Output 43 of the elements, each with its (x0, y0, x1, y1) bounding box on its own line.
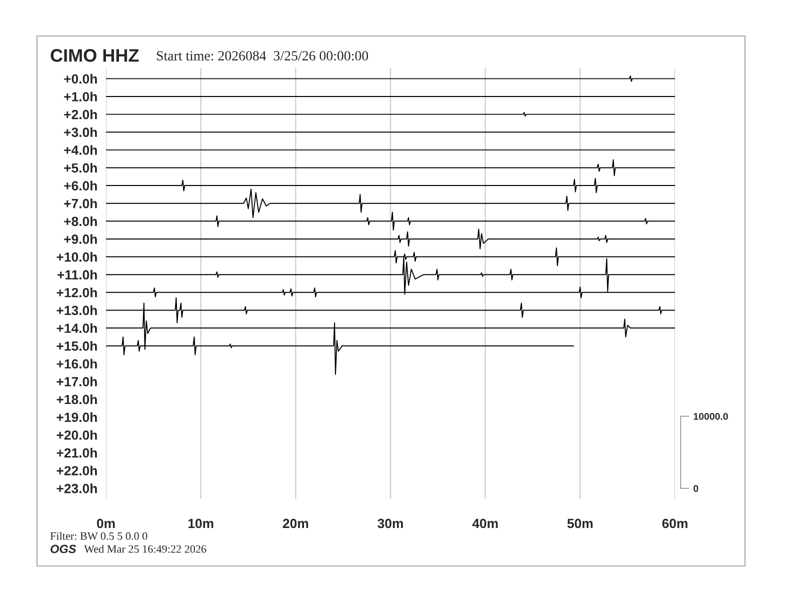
y-tick-label: +13.0h (56, 305, 97, 316)
line-series (106, 188, 675, 218)
text: Wed Mar 25 16:49:22 2026 (84, 544, 206, 553)
x-tick-label: 40m (472, 518, 498, 528)
y-tick-label: +17.0h (56, 376, 97, 386)
text: OGS (50, 544, 76, 554)
x-tick-label: 0m (96, 518, 115, 528)
text: Filter: BW 0.5 5 0.0 0 (50, 532, 148, 540)
y-tick-label: +7.0h (64, 198, 97, 208)
y-tick-label: +3.0h (64, 127, 97, 138)
y2-tick-label: 0 (694, 485, 698, 492)
y-tick-label: +11.0h (58, 270, 97, 280)
x-tick-label: 60m (662, 518, 688, 528)
y-tick-label: +6.0h (64, 180, 97, 190)
x-tick-label: 20m (282, 518, 308, 528)
y-tick-label: +5.0h (64, 162, 97, 173)
x-tick-label: 10m (188, 518, 214, 528)
y-tick-label: +4.0h (64, 145, 97, 155)
y-tick-label: +23.0h (56, 484, 97, 494)
line-series (106, 228, 675, 250)
y-tick-label: +19.0h (56, 412, 97, 422)
line-series (106, 159, 675, 176)
y-tick-label: +21.0h (56, 448, 97, 458)
y2-tick-label: 10000.0 (694, 412, 728, 420)
line-series (106, 178, 675, 194)
line-series (106, 212, 675, 231)
y-tick-label: +8.0h (64, 216, 97, 226)
y-tick-label: +9.0h (64, 234, 97, 244)
y-tick-label: +20.0h (56, 430, 97, 440)
y-tick-label: +10.0h (56, 252, 97, 262)
chart-title: CIMO HHZ (50, 49, 139, 62)
y-tick-label: +2.0h (64, 110, 97, 120)
y-tick-label: +1.0h (64, 92, 97, 102)
x-tick-label: 30m (378, 518, 403, 528)
y-tick-label: +14.0h (56, 323, 97, 333)
y-tick-label: +16.0h (56, 358, 97, 369)
y-tick-label: +22.0h (56, 466, 97, 476)
y-tick-label: +12.0h (56, 288, 97, 298)
chart-subtitle: Start time: 2026084 3/25/26 00:00:00 (156, 51, 368, 61)
x-tick-label: 50m (567, 518, 593, 528)
y-tick-label: +15.0h (56, 341, 97, 351)
y-tick-label: +18.0h (56, 394, 97, 404)
y-tick-label: +0.0h (64, 74, 97, 84)
